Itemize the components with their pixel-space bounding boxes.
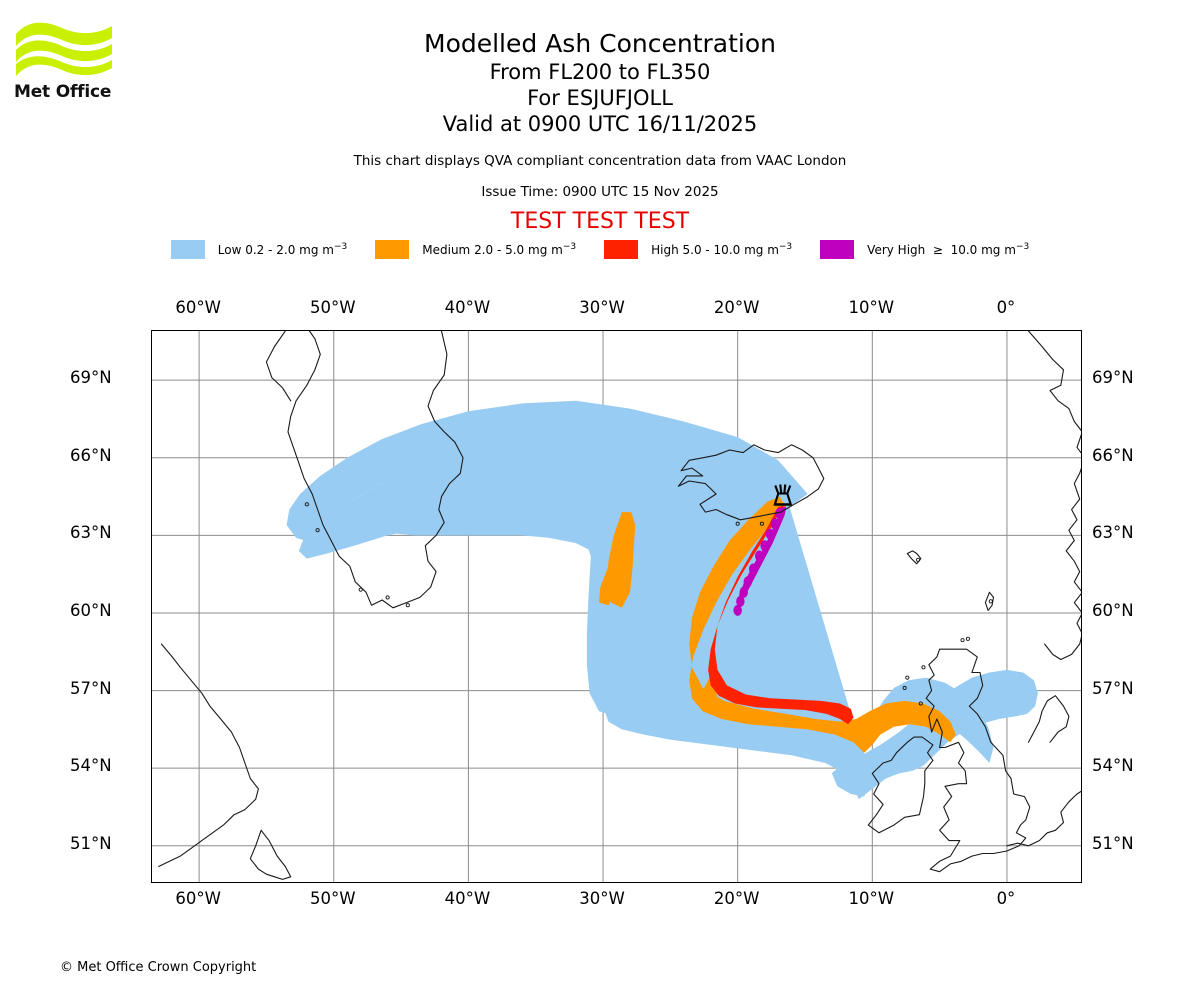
great-britain-coastline [925, 648, 1031, 873]
wave-logo-icon [16, 22, 112, 76]
map-plot-area [151, 330, 1082, 883]
y-tick-right-0: 69°N [1092, 368, 1134, 388]
island-speck-6 [921, 665, 926, 670]
legend-very-high: Very High ≥ 10.0 mg m−3 [820, 240, 1029, 259]
x-tick-bot-0: 60°W [175, 889, 221, 908]
denmark-netherlands-coastline [1027, 695, 1070, 743]
y-tick-left-5: 54°N [70, 756, 112, 776]
island-speck-12 [405, 603, 410, 608]
y-tick-right-2: 63°N [1092, 523, 1134, 543]
brand-name: Met Office [14, 82, 112, 102]
greenland-east-inset-coastline [265, 331, 292, 402]
island-speck-9 [918, 701, 923, 706]
flight-level-range: From FL200 to FL350 [489, 60, 711, 84]
legend-medium-swatch [375, 240, 410, 259]
norway-coastline [1027, 331, 1081, 661]
y-tick-left-3: 60°N [70, 600, 112, 620]
valid-time: Valid at 0900 UTC 16/11/2025 [442, 112, 758, 136]
x-tick-top-2: 40°W [444, 298, 491, 317]
ash-core-blob-2 [765, 528, 775, 540]
ash-core-blob-8 [736, 595, 745, 607]
shetland-coastline [984, 591, 995, 611]
legend-medium-label: Medium 2.0 - 5.0 mg m−3 [422, 242, 577, 257]
island-speck-3 [988, 599, 993, 604]
faroe-islands-coastline [906, 550, 922, 565]
y-tick-left-2: 63°N [70, 523, 112, 543]
page-title: Modelled Ash Concentration [424, 29, 776, 58]
legend-high-label: High 5.0 - 10.0 mg m−3 [651, 242, 793, 257]
island-speck-0 [735, 521, 740, 526]
y-tick-left-1: 66°N [70, 445, 112, 465]
legend-very-high-swatch [820, 240, 855, 259]
europe-lowlands-coastline [1006, 790, 1081, 847]
y-tick-right-5: 54°N [1092, 756, 1134, 776]
x-tick-bot-5: 10°W [848, 889, 895, 908]
volcano-name: For ESJUFJOLL [527, 86, 673, 110]
x-tick-top-4: 20°W [713, 298, 760, 317]
ash-core-blob-5 [748, 563, 758, 575]
greenland-coastline [287, 331, 464, 609]
legend-high-swatch [604, 240, 639, 259]
y-tick-right-6: 51°N [1092, 833, 1134, 853]
ash-core-blob-4 [755, 550, 764, 562]
met-office-logo: Met Office [14, 18, 134, 102]
island-speck-7 [905, 675, 910, 680]
legend-low-swatch [170, 240, 205, 259]
x-tick-bot-6: 0° [996, 889, 1016, 908]
iceland-coastline [677, 444, 825, 521]
volcano-source-icon [773, 484, 793, 506]
copyright-text: © Met Office Crown Copyright [60, 960, 257, 975]
ash-core-blob-3 [760, 540, 769, 552]
island-speck-1 [759, 521, 764, 526]
y-tick-left-6: 51°N [70, 833, 112, 853]
x-tick-top-6: 0° [996, 298, 1016, 317]
ash-core-blob-1 [770, 518, 779, 530]
island-speck-2 [916, 557, 921, 562]
y-tick-left-0: 69°N [70, 368, 112, 388]
x-tick-top-0: 60°W [175, 298, 221, 317]
test-banner: TEST TEST TEST [510, 209, 690, 234]
legend-low-label: Low 0.2 - 2.0 mg m−3 [217, 242, 348, 257]
ash-medium-region [689, 496, 956, 753]
ash-core-blob-0 [775, 507, 784, 519]
newfoundland-coastline [249, 829, 292, 880]
x-tick-top-5: 10°W [848, 298, 895, 317]
island-speck-11 [358, 587, 363, 592]
ash-core-blob-9 [733, 604, 742, 616]
x-tick-top-3: 30°W [579, 298, 625, 317]
concentration-legend: Low 0.2 - 2.0 mg m−3 Medium 2.0 - 5.0 mg … [0, 240, 1200, 259]
ash-low-region [298, 426, 1038, 800]
issue-time: Issue Time: 0900 UTC 15 Nov 2025 [481, 184, 719, 200]
ash-medium-hook-2 [599, 545, 625, 606]
legend-low: Low 0.2 - 2.0 mg m−3 [170, 240, 348, 259]
island-speck-5 [960, 638, 965, 643]
chart-title-block: Modelled Ash Concentration From FL200 to… [0, 0, 1200, 235]
island-speck-14 [315, 528, 320, 533]
legend-high: High 5.0 - 10.0 mg m−3 [604, 240, 792, 259]
ash-core-blob-7 [739, 586, 748, 598]
legend-very-high-label: Very High ≥ 10.0 mg m−3 [867, 242, 1030, 257]
x-tick-bot-1: 50°W [309, 889, 356, 908]
legend-medium: Medium 2.0 - 5.0 mg m−3 [375, 240, 576, 259]
source-note: This chart displays QVA compliant concen… [353, 153, 847, 169]
x-tick-top-1: 50°W [309, 298, 356, 317]
x-tick-bot-2: 40°W [444, 889, 491, 908]
x-tick-bot-4: 20°W [713, 889, 760, 908]
island-speck-4 [965, 636, 970, 641]
island-speck-10 [385, 595, 390, 600]
ash-core-blob-6 [743, 576, 752, 588]
island-speck-8 [902, 685, 907, 691]
x-tick-bot-3: 30°W [579, 889, 625, 908]
y-tick-right-1: 66°N [1092, 445, 1134, 465]
y-tick-left-4: 57°N [70, 678, 112, 698]
island-speck-13 [304, 502, 309, 507]
ireland-coastline [867, 736, 934, 834]
labrador-newfoundland-coastline [158, 643, 259, 868]
y-tick-right-4: 57°N [1092, 678, 1134, 698]
y-tick-right-3: 60°N [1092, 600, 1134, 620]
ash-concentration-map [152, 331, 1081, 882]
